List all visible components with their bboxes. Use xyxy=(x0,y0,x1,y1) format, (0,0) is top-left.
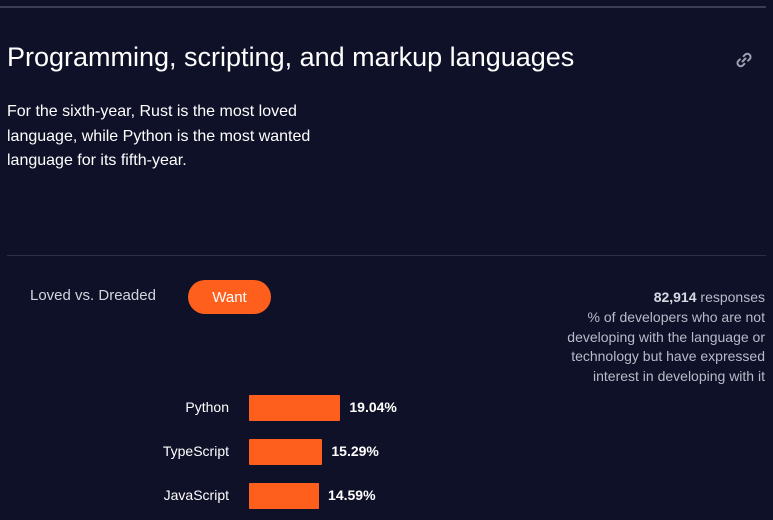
bar-label: JavaScript xyxy=(163,487,229,503)
bar-row: JavaScript 14.59% xyxy=(0,483,773,509)
bar-value-label: 15.29% xyxy=(331,443,379,459)
bar-label: Python xyxy=(185,399,229,415)
bar xyxy=(249,395,341,421)
section-title: Programming, scripting, and markup langu… xyxy=(7,42,575,72)
responses-count: 82,914 xyxy=(653,289,697,305)
bar-value-label: 19.04% xyxy=(349,399,397,415)
bar-row: Python 19.04% xyxy=(0,395,773,421)
tab-want[interactable]: Want xyxy=(188,280,271,314)
responses-label: responses xyxy=(700,289,765,305)
bar-value-label: 14.59% xyxy=(328,487,376,503)
bar xyxy=(249,439,323,465)
chart-description: % of developers who are not developing w… xyxy=(567,308,765,385)
link-icon[interactable] xyxy=(734,50,754,70)
section-divider xyxy=(7,255,766,256)
chart-note: 82,914 responses % of developers who are… xyxy=(545,288,765,387)
top-divider xyxy=(0,6,766,8)
bar-row: TypeScript 15.29% xyxy=(0,439,773,465)
section-intro: For the sixth-year, Rust is the most lov… xyxy=(7,103,311,169)
tab-loved-vs-dreaded[interactable]: Loved vs. Dreaded xyxy=(30,287,156,304)
bar-label: TypeScript xyxy=(162,443,229,459)
bar xyxy=(249,483,320,509)
